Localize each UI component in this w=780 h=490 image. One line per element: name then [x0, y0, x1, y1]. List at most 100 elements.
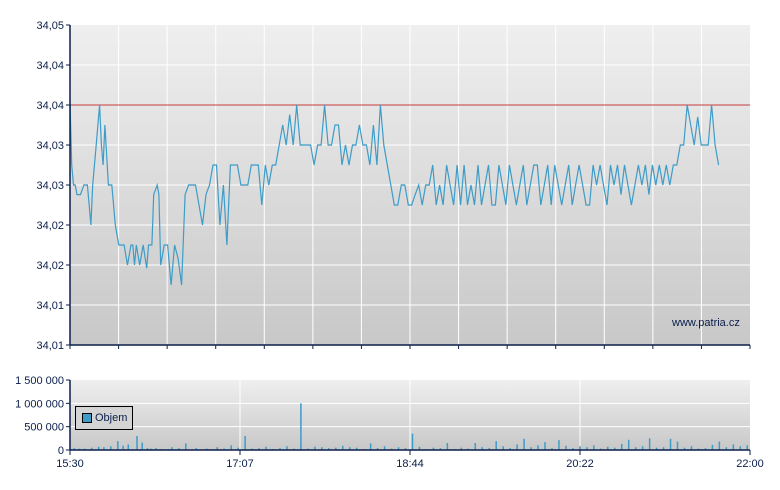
volume-bar [732, 444, 735, 450]
volume-legend: Objem [75, 406, 133, 430]
volume-chart: 1 500 000 1 000 000 500 000 015:30 17:07 18:4… [15, 375, 764, 470]
price-tick-label: 34,01 [36, 340, 64, 352]
volume-bar [488, 448, 490, 450]
legend-swatch-icon [82, 413, 92, 423]
volume-bar [265, 446, 267, 450]
volume-bar [634, 447, 637, 450]
volume-bar [141, 442, 143, 450]
volume-bar [110, 446, 112, 450]
volume-bar [551, 448, 553, 450]
watermark: www.patria.cz [672, 317, 740, 329]
volume-bar [195, 448, 198, 450]
volume-bar [509, 448, 511, 450]
volume-bar [558, 440, 560, 450]
volume-bar [725, 447, 728, 450]
volume-bar [178, 448, 180, 450]
volume-bar [537, 445, 539, 450]
volume-bar [73, 448, 75, 450]
volume-tick-label: 0 [58, 445, 64, 457]
volume-bar [376, 448, 379, 450]
time-tick-label: 18:44 [396, 458, 424, 470]
volume-bar [704, 448, 707, 450]
volume-bar [530, 447, 532, 450]
volume-bar [230, 445, 232, 450]
time-tick-label: 17:07 [226, 458, 254, 470]
volume-bar [258, 448, 260, 450]
volume-bar [620, 443, 623, 450]
volume-bar [146, 448, 149, 450]
volume-bar [544, 442, 546, 450]
price-line [69, 100, 720, 286]
volume-bar [495, 441, 497, 450]
price-tick-label: 34,02 [36, 220, 64, 232]
volume-bar [655, 447, 658, 450]
volume-bar [669, 438, 672, 450]
volume-axis: 1 500 000 1 000 000 500 000 015:30 17:07 18:4… [15, 375, 764, 470]
time-tick-label: 15:30 [56, 458, 84, 470]
volume-bar [300, 403, 302, 450]
volume-bar [122, 445, 124, 450]
volume-bar [185, 443, 187, 450]
volume-bar [136, 436, 138, 450]
volume-bar [90, 447, 93, 450]
volume-bar [641, 446, 644, 450]
volume-bar [474, 443, 477, 450]
volume-bar [614, 447, 616, 450]
volume-bar [432, 447, 435, 450]
volume-bar [683, 447, 686, 450]
volume-tick-label: 1 500 000 [15, 375, 64, 387]
volume-tick-label: 1 000 000 [15, 398, 64, 410]
volume-bar [404, 448, 407, 450]
price-tick-label: 34,03 [36, 180, 64, 192]
volume-bar [676, 441, 679, 450]
volume-bar [460, 447, 463, 450]
volume-bar [127, 444, 130, 450]
price-tick-label: 34,05 [36, 20, 64, 32]
volume-bar [328, 448, 330, 450]
volume-gridlines [70, 380, 750, 450]
price-chart: 34,05 34,04 34,04 34,03 34,03 34,02 34,02 34,01… [36, 20, 751, 352]
volume-bar [648, 438, 651, 450]
volume-bar [369, 443, 372, 450]
volume-bar [516, 444, 518, 450]
volume-bar [335, 447, 337, 450]
volume-tick-label: 500 000 [24, 422, 64, 434]
volume-bar [446, 443, 449, 450]
volume-bar [216, 447, 218, 450]
volume-bar [397, 447, 400, 450]
volume-bar [593, 445, 595, 450]
time-tick-label: 20:22 [566, 458, 594, 470]
volume-bar [711, 444, 714, 450]
volume-bar [171, 447, 173, 450]
volume-bar [690, 446, 693, 450]
price-tick-label: 34,03 [36, 140, 64, 152]
volume-bar [237, 447, 239, 450]
volume-bar [103, 447, 105, 450]
volume-bar [718, 441, 721, 450]
legend-label: Objem [95, 412, 128, 424]
volume-bar [523, 438, 525, 450]
volume-bar [155, 448, 157, 450]
volume-bar [321, 447, 323, 450]
price-tick-label: 34,01 [36, 300, 64, 312]
volume-bar [342, 445, 344, 450]
volume-bar [627, 439, 630, 450]
price-tick-label: 34,04 [36, 60, 64, 72]
volume-bar [586, 447, 588, 450]
volume-bar [383, 446, 386, 450]
volume-bar [572, 448, 574, 450]
volume-bar [502, 446, 504, 450]
volume-bar [117, 441, 119, 450]
volume-bar [279, 448, 281, 450]
volume-bar [481, 447, 483, 450]
volume-bar [607, 446, 609, 450]
volume-bar [579, 446, 581, 450]
volume-bar [439, 448, 442, 450]
volume-bar [355, 447, 358, 450]
volume-bar [565, 445, 567, 450]
price-tick-label: 34,02 [36, 260, 64, 272]
volume-bar [97, 446, 100, 450]
volume-bar [314, 446, 316, 450]
volume-bar [662, 447, 665, 450]
